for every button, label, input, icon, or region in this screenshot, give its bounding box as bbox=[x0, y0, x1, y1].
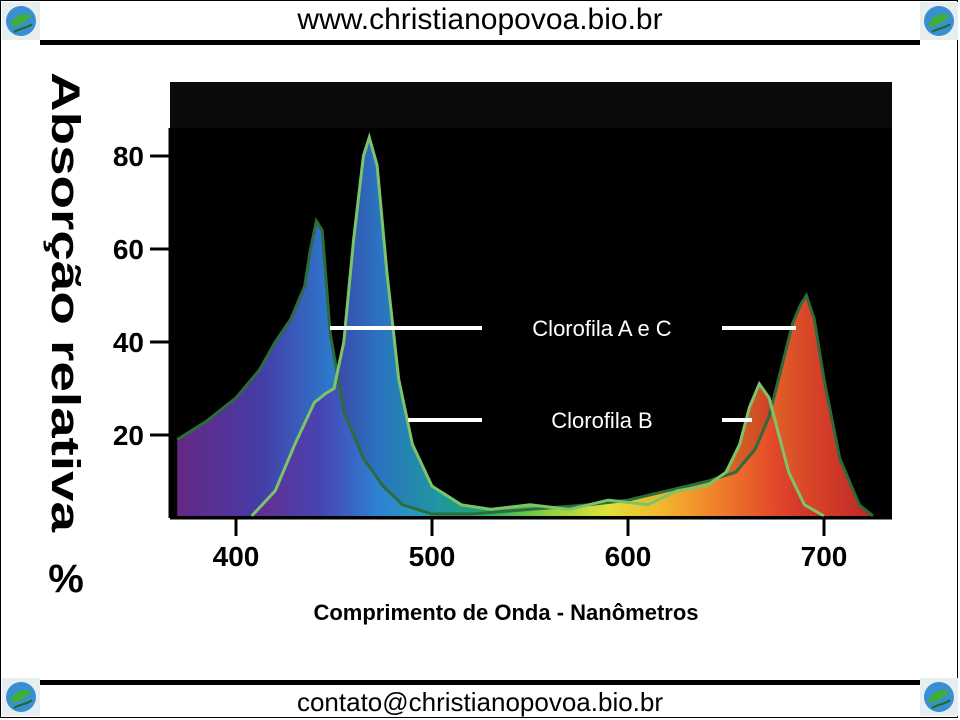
x-tick-label: 500 bbox=[409, 541, 456, 572]
header-divider bbox=[40, 40, 920, 45]
globe-leaf-icon bbox=[920, 678, 958, 716]
x-tick-label: 600 bbox=[605, 541, 652, 572]
footer-email[interactable]: contato@christianopovoa.bio.br bbox=[296, 687, 664, 717]
annotation-label: Clorofila A e C bbox=[532, 316, 672, 341]
y-axis-label: Absorção relativa bbox=[43, 72, 87, 533]
globe-leaf-icon bbox=[920, 2, 958, 40]
y-tick-label: 80 bbox=[113, 141, 144, 172]
footer-divider bbox=[40, 680, 920, 685]
annotation-label: Clorofila B bbox=[551, 408, 652, 433]
globe-leaf-icon bbox=[2, 2, 40, 40]
x-tick-label: 700 bbox=[801, 541, 848, 572]
series-area-clorofila-b bbox=[251, 137, 824, 516]
globe-leaf-icon bbox=[2, 678, 40, 716]
plot-top-band bbox=[170, 82, 892, 128]
y-tick-label: 20 bbox=[113, 420, 144, 451]
series-line-clorofila-a-c bbox=[176, 217, 874, 518]
x-tick-label: 400 bbox=[213, 541, 260, 572]
header-url[interactable]: www.christianopovoa.bio.br bbox=[297, 3, 663, 36]
series-line-clorofila-b bbox=[250, 132, 825, 518]
y-tick-label: 60 bbox=[113, 234, 144, 265]
y-axis-label-percent: % bbox=[48, 557, 84, 601]
y-tick-label: 40 bbox=[113, 327, 144, 358]
x-axis-label: Comprimento de Onda - Nanômetros bbox=[313, 600, 698, 625]
